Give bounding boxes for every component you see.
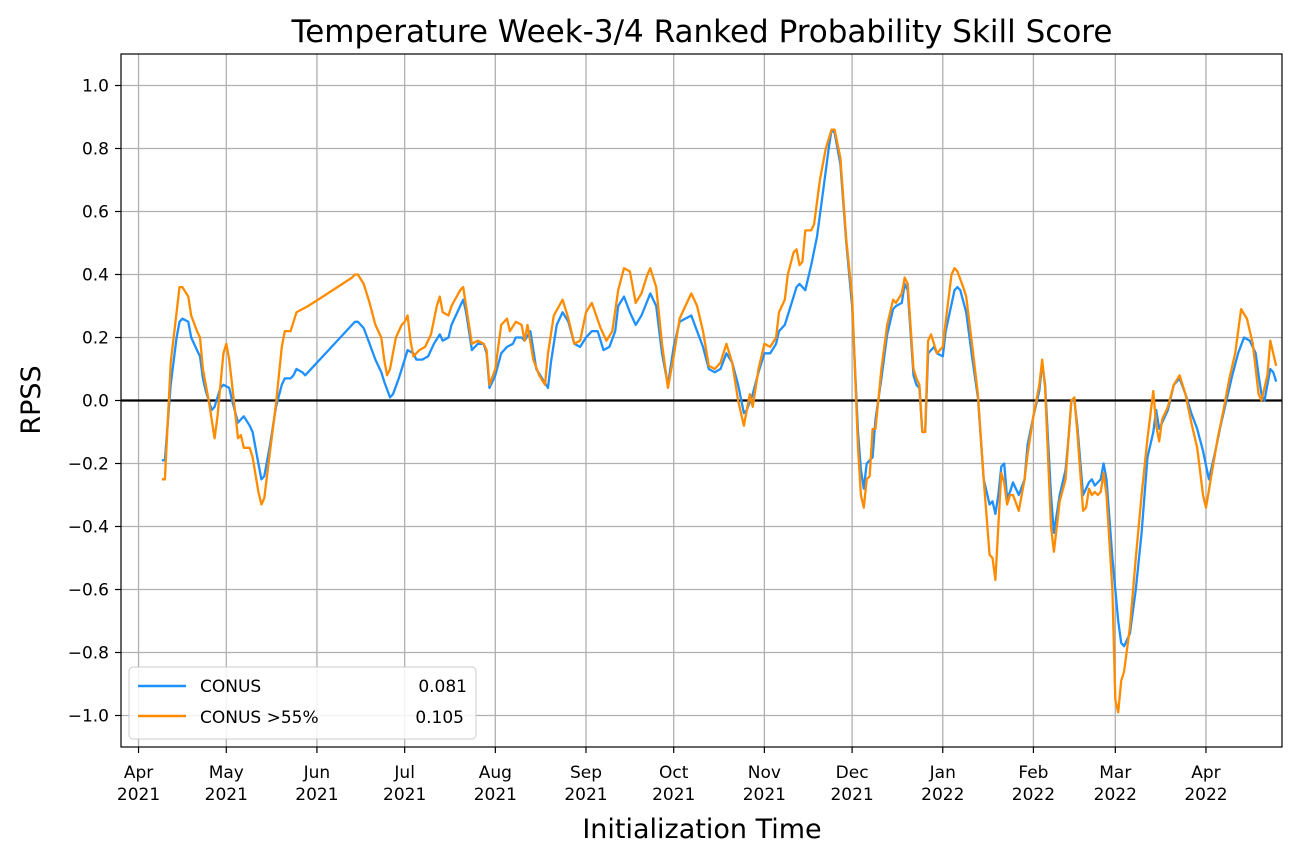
x-tick-label-month: Sep — [570, 763, 602, 783]
x-tick-label-year: 2022 — [1094, 785, 1137, 805]
x-tick-label-year: 2021 — [474, 785, 517, 805]
x-tick-label-month: Jun — [303, 763, 331, 783]
legend-label-conus-55: CONUS >55% — [200, 708, 319, 728]
series-lines — [161, 128, 1278, 714]
x-tick-label-month: Dec — [836, 763, 869, 783]
x-tick-label-month: Feb — [1018, 763, 1048, 783]
y-tick-label: 0.6 — [82, 203, 109, 223]
y-tick-label: −0.8 — [68, 644, 109, 664]
legend: CONUS 0.081 CONUS >55% 0.105 — [128, 666, 477, 740]
x-tick-label-month: Aug — [479, 763, 512, 783]
legend-label-conus: CONUS — [200, 677, 261, 697]
x-tick-label-year: 2021 — [743, 785, 786, 805]
y-tick-label: 0.0 — [82, 392, 109, 412]
x-tick-label-year: 2022 — [1184, 785, 1227, 805]
x-axis-label: Initialization Time — [582, 814, 821, 845]
x-tick-label-month: Oct — [659, 763, 689, 783]
y-tick-label: 0.8 — [82, 140, 109, 160]
x-tick-label-year: 2022 — [1012, 785, 1055, 805]
y-tick-label: 0.2 — [82, 329, 109, 349]
x-tick-label-year: 2021 — [117, 785, 160, 805]
y-axis-ticks: −1.0 −0.8 −0.6 −0.4 −0.2 0.0 0.2 0.4 0.6 0.8 1.0 — [68, 77, 121, 727]
x-tick-label-year: 2022 — [921, 785, 964, 805]
x-tick-label-year: 2021 — [564, 785, 607, 805]
x-tick-label-year: 2021 — [383, 785, 426, 805]
legend-box — [128, 666, 477, 740]
y-tick-label: −1.0 — [68, 707, 109, 727]
y-tick-label: −0.4 — [68, 518, 109, 538]
x-tick-label-year: 2021 — [295, 785, 338, 805]
y-tick-label: 0.4 — [82, 266, 109, 286]
x-tick-label-month: Nov — [748, 763, 781, 783]
x-tick-label-month: Jan — [929, 763, 956, 783]
legend-value-conus-55: 0.105 — [415, 708, 464, 728]
x-axis-ticks: Apr2021May2021Jun2021Jul2021Aug2021Sep20… — [117, 747, 1228, 805]
series-line-conus-55 — [161, 128, 1278, 714]
chart-title: Temperature Week-3/4 Ranked Probability … — [291, 14, 1113, 50]
y-tick-label: 1.0 — [82, 77, 109, 97]
x-tick-label-month: Apr — [1191, 763, 1220, 783]
x-tick-label-year: 2021 — [652, 785, 695, 805]
x-tick-label-month: Apr — [124, 763, 153, 783]
x-tick-label-month: Mar — [1099, 763, 1131, 783]
x-tick-label-year: 2021 — [205, 785, 248, 805]
x-tick-label-month: Jul — [393, 763, 415, 783]
y-axis-label: RPSS — [16, 365, 47, 434]
y-tick-label: −0.6 — [68, 581, 109, 601]
x-tick-label-year: 2021 — [830, 785, 873, 805]
y-tick-label: −0.2 — [68, 455, 109, 475]
x-tick-label-month: May — [209, 763, 244, 783]
legend-value-conus: 0.081 — [418, 677, 467, 697]
